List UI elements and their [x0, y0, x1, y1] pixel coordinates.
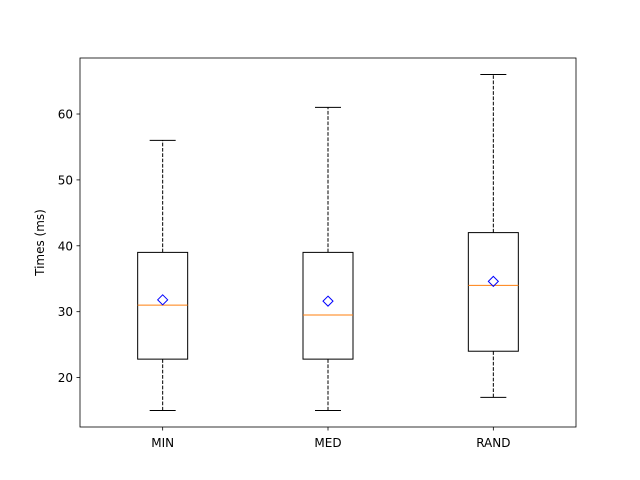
y-axis: 20 30 40 50 60 — [58, 108, 80, 385]
x-tick-label: RAND — [476, 436, 510, 450]
y-tick-label: 40 — [58, 239, 73, 253]
x-tick-label: MIN — [151, 436, 174, 450]
box-med — [302, 251, 354, 360]
x-tick-label: MED — [314, 436, 341, 450]
y-tick-label: 20 — [58, 371, 73, 385]
box-min — [137, 251, 189, 360]
box-rand — [467, 232, 519, 352]
y-tick-label: 30 — [58, 305, 73, 319]
y-tick-label: 60 — [58, 108, 73, 122]
y-tick-label: 50 — [58, 173, 73, 187]
mean-marker — [487, 275, 500, 288]
mean-marker — [322, 295, 334, 307]
boxes-group — [137, 73, 519, 412]
x-axis: MIN MED RAND — [151, 427, 510, 450]
mean-marker — [156, 294, 169, 306]
y-axis-label: Times (ms) — [33, 209, 47, 277]
